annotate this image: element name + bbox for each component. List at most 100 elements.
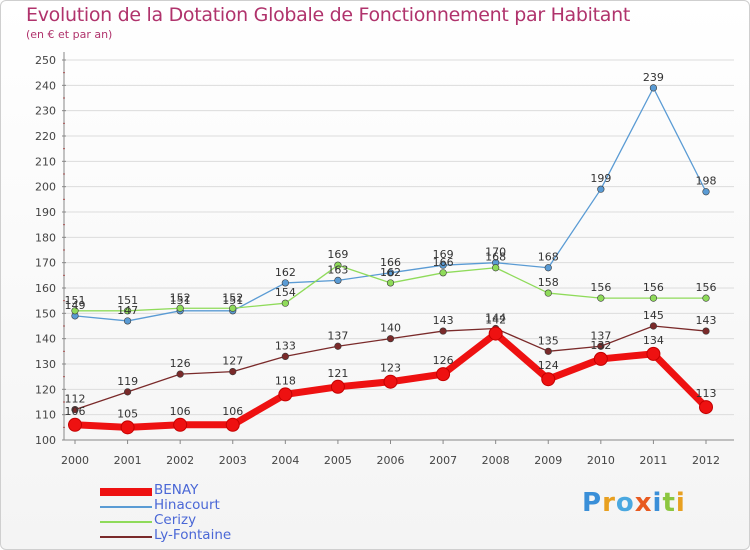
point-cerizy xyxy=(281,299,289,307)
data-label-hinacourt: 198 xyxy=(696,175,717,188)
point-ly-fontaine xyxy=(123,388,132,396)
data-label-ly-fontaine: 126 xyxy=(170,357,191,370)
y-tick-label: 220 xyxy=(35,130,56,143)
data-label-benay: 132 xyxy=(590,339,611,352)
logo-letter: i xyxy=(652,488,663,518)
legend-item-cerizy: Cerizy xyxy=(100,512,300,529)
point-benay xyxy=(68,417,82,432)
point-hinacourt xyxy=(281,279,289,287)
y-tick-label: 180 xyxy=(35,231,56,244)
legend-label: Ly-Fontaine xyxy=(154,527,232,543)
point-benay xyxy=(699,400,713,415)
x-tick-label: 2008 xyxy=(482,454,510,467)
point-cerizy xyxy=(649,294,658,302)
point-cerizy xyxy=(492,264,500,272)
point-cerizy xyxy=(176,304,184,312)
point-cerizy xyxy=(544,289,552,297)
logo-letter: r xyxy=(602,488,616,518)
data-label-benay: 134 xyxy=(643,334,664,347)
point-hinacourt xyxy=(597,185,605,193)
point-cerizy xyxy=(71,307,79,315)
data-label-benay: 106 xyxy=(65,405,86,418)
data-label-cerizy: 156 xyxy=(643,281,664,294)
data-label-ly-fontaine: 140 xyxy=(380,322,401,335)
data-label-hinacourt: 169 xyxy=(433,248,454,261)
logo-letter: x xyxy=(634,488,653,518)
y-tick-label: 100 xyxy=(35,434,56,447)
data-label-benay: 142 xyxy=(485,314,506,327)
data-label-hinacourt: 151 xyxy=(170,294,191,307)
legend-swatch-benay xyxy=(100,488,152,496)
point-cerizy xyxy=(597,294,605,302)
data-label-cerizy: 154 xyxy=(275,286,296,299)
point-benay xyxy=(646,346,661,361)
point-ly-fontaine xyxy=(649,322,658,330)
legend: BENAY Hinacourt Cerizy Ly-Fontaine xyxy=(100,482,300,544)
x-tick-label: 2012 xyxy=(692,454,720,467)
point-benay xyxy=(173,417,188,432)
point-hinacourt xyxy=(702,188,710,196)
data-label-cerizy: 152 xyxy=(222,291,243,304)
data-label-hinacourt: 151 xyxy=(222,294,243,307)
legend-item-ly-fontaine: Ly-Fontaine xyxy=(100,527,300,544)
y-tick-label: 230 xyxy=(35,105,56,118)
data-label-ly-fontaine: 144 xyxy=(485,312,506,325)
point-ly-fontaine xyxy=(281,352,289,361)
point-cerizy xyxy=(229,304,237,312)
point-benay xyxy=(593,351,608,366)
data-label-cerizy: 151 xyxy=(117,294,138,307)
point-cerizy xyxy=(702,294,710,302)
point-benay xyxy=(278,387,293,402)
data-label-ly-fontaine: 143 xyxy=(696,314,717,327)
legend-label: Hinacourt xyxy=(154,497,220,513)
data-label-cerizy: 169 xyxy=(327,248,348,261)
data-label-hinacourt: 162 xyxy=(275,266,296,279)
proxiti-logo: Proxiti xyxy=(582,488,686,518)
point-cerizy xyxy=(123,307,132,315)
y-tick-label: 160 xyxy=(35,282,56,295)
data-label-ly-fontaine: 135 xyxy=(538,334,559,347)
point-ly-fontaine xyxy=(229,368,237,376)
x-tick-label: 2010 xyxy=(587,454,615,467)
legend-swatch-ly-fontaine xyxy=(100,536,152,538)
point-benay xyxy=(436,367,451,382)
point-benay xyxy=(541,372,556,387)
y-tick-label: 210 xyxy=(35,155,56,168)
y-tick-label: 150 xyxy=(35,307,56,320)
data-label-benay: 126 xyxy=(433,354,454,367)
x-tick-label: 2006 xyxy=(377,454,405,467)
point-benay xyxy=(488,326,503,341)
y-tick-label: 190 xyxy=(35,206,56,219)
point-ly-fontaine xyxy=(544,347,552,355)
point-ly-fontaine xyxy=(702,327,710,335)
data-label-ly-fontaine: 133 xyxy=(275,339,296,352)
point-hinacourt xyxy=(649,84,658,92)
x-tick-label: 2011 xyxy=(639,454,667,467)
data-label-cerizy: 162 xyxy=(380,266,401,279)
chart-title: Evolution de la Dotation Globale de Fonc… xyxy=(26,4,631,26)
y-tick-label: 130 xyxy=(35,358,56,371)
logo-letter: o xyxy=(615,488,635,518)
data-label-hinacourt: 239 xyxy=(643,71,664,84)
data-label-hinacourt: 163 xyxy=(327,263,348,276)
point-ly-fontaine xyxy=(71,406,79,414)
data-label-cerizy: 152 xyxy=(170,291,191,304)
point-benay xyxy=(120,420,135,435)
x-tick-label: 2000 xyxy=(61,454,89,467)
point-ly-fontaine xyxy=(334,342,342,350)
point-cerizy xyxy=(386,279,395,287)
x-tick-label: 2002 xyxy=(166,454,194,467)
data-label-cerizy: 158 xyxy=(538,276,559,289)
point-hinacourt xyxy=(544,264,552,272)
point-ly-fontaine xyxy=(597,342,605,350)
data-label-benay: 106 xyxy=(222,405,243,418)
point-cerizy xyxy=(439,269,447,277)
y-tick-label: 110 xyxy=(35,409,56,422)
x-tick-label: 2007 xyxy=(429,454,457,467)
data-label-cerizy: 156 xyxy=(590,281,611,294)
x-tick-label: 2001 xyxy=(114,454,142,467)
data-label-hinacourt: 170 xyxy=(485,246,506,259)
y-tick-label: 240 xyxy=(35,79,56,92)
